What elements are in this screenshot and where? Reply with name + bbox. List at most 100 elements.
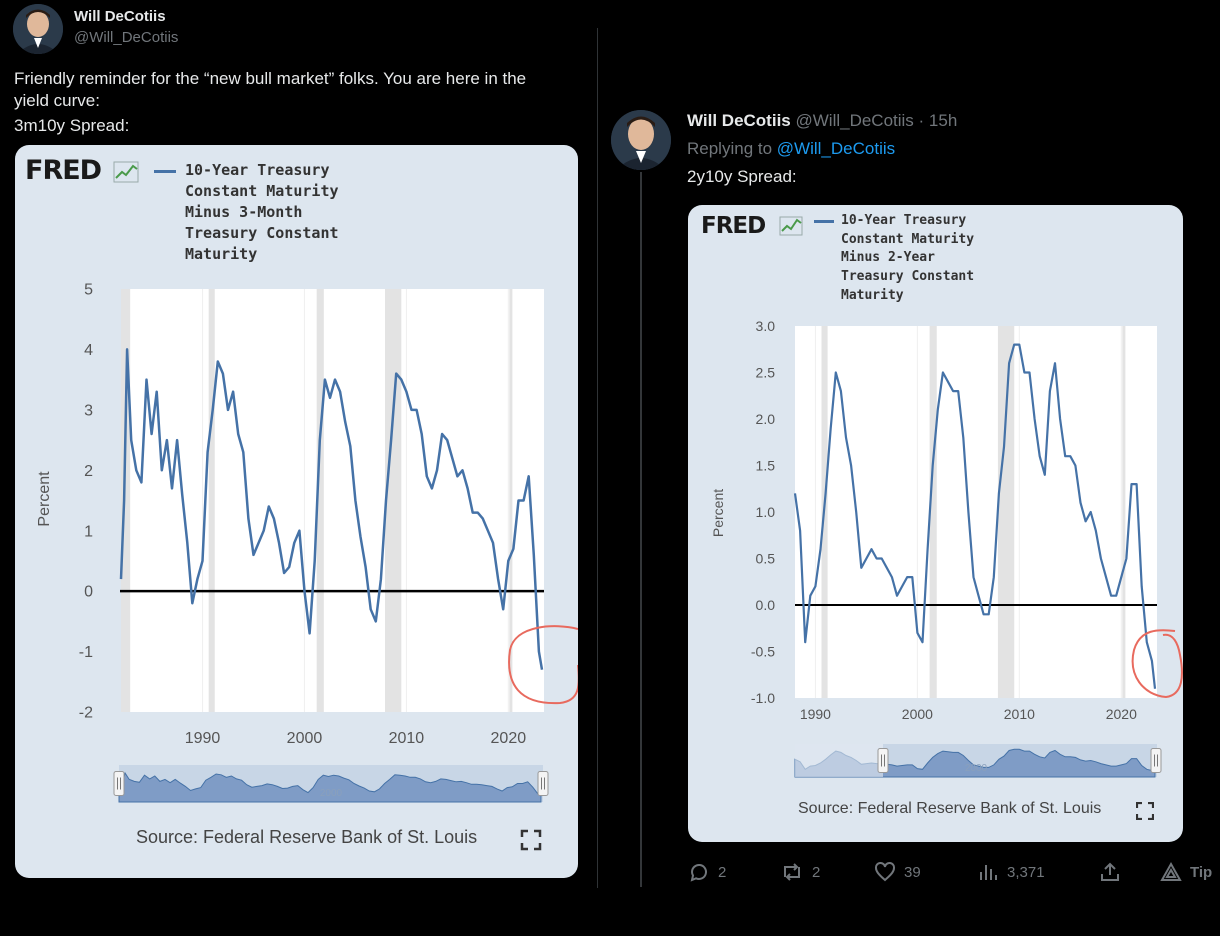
avatar-image xyxy=(13,4,63,54)
plot-area xyxy=(121,289,544,712)
series-line xyxy=(119,348,544,670)
reply-count: 2 xyxy=(718,863,727,881)
like-button[interactable]: 39 xyxy=(874,861,921,883)
legend-line4: Treasury Constant xyxy=(841,269,975,284)
views-button[interactable]: 3,371 xyxy=(977,861,1045,883)
y-tick-label: -0.5 xyxy=(751,643,775,659)
repost-icon xyxy=(784,863,800,881)
legend-line3: Minus 2-Year xyxy=(841,250,935,265)
recession-band xyxy=(997,326,1015,698)
recession-band xyxy=(208,289,215,712)
navigator-handle-left[interactable] xyxy=(877,748,889,773)
fullscreen-icon[interactable] xyxy=(520,829,542,851)
legend-line2: Constant Maturity xyxy=(841,232,975,247)
views-icon xyxy=(980,865,997,880)
like-icon xyxy=(875,861,895,882)
reply-avatar[interactable] xyxy=(611,110,671,170)
avatar[interactable] xyxy=(13,4,63,54)
recession-band xyxy=(316,289,324,712)
author-handle[interactable]: @Will_DeCotiis xyxy=(74,29,179,46)
x-tick-label: 2000 xyxy=(902,706,933,722)
navigator-handle-right[interactable] xyxy=(1150,748,1162,773)
y-tick-label: 3 xyxy=(84,402,93,419)
reply-author-name[interactable]: Will DeCotiis xyxy=(687,111,791,130)
fred-logo-icon xyxy=(779,216,803,236)
like-count: 39 xyxy=(904,863,921,881)
y-tick-label: 1.0 xyxy=(756,504,776,520)
reply-header: Will DeCotiis @Will_DeCotiis · 15h xyxy=(687,111,957,131)
y-tick-label: 1.5 xyxy=(756,457,776,473)
navigator-series xyxy=(118,771,542,803)
legend-line1: 10-Year Treasury xyxy=(185,161,330,179)
reply-author-handle[interactable]: @Will_DeCotiis xyxy=(795,111,914,130)
chart-plot[interactable]: 3.0 2.5 2.0 1.5 1.0 0.5 0.0 -0.5 -1.0 1990 2000 201… xyxy=(688,205,1183,842)
chart-plot[interactable]: 5 4 3 2 1 0 -1 -2 1990 2000 2010 2020 2000 xyxy=(15,145,578,878)
y-tick-label: -2 xyxy=(79,705,93,722)
x-tick-label: 2000 xyxy=(287,730,323,747)
reply-time[interactable]: · 15h xyxy=(918,111,958,130)
tip-button[interactable]: Tip xyxy=(1160,861,1212,883)
recession-band xyxy=(1122,326,1126,698)
x-tick-label: 2010 xyxy=(389,730,425,747)
thread-line xyxy=(640,172,642,887)
views-count: 3,371 xyxy=(1007,863,1045,881)
fred-logo-icon xyxy=(113,161,139,183)
tweet-text-line3: 3m10y Spread: xyxy=(14,116,130,135)
x-tick-label: 2010 xyxy=(1004,706,1035,722)
reply-button[interactable]: 2 xyxy=(688,861,726,883)
legend-line1: 10-Year Treasury xyxy=(841,213,967,228)
tip-label: Tip xyxy=(1190,863,1213,881)
reply-avatar-image xyxy=(611,110,671,170)
x-tick-label: 1990 xyxy=(185,730,221,747)
recession-band xyxy=(929,326,937,698)
y-tick-label: -1.0 xyxy=(751,690,775,706)
legend-line2: Constant Maturity xyxy=(185,182,339,200)
chart-source: Source: Federal Reserve Bank of St. Loui… xyxy=(136,827,478,847)
y-tick-label: 2.5 xyxy=(756,364,776,380)
tweet-text-line2: yield curve: xyxy=(14,91,100,110)
recession-band xyxy=(121,289,131,712)
legend-swatch xyxy=(814,220,834,223)
reply-text: 2y10y Spread: xyxy=(687,167,797,186)
fred-logo: FRED xyxy=(701,213,766,239)
tip-icon xyxy=(1160,861,1182,881)
navigator-handle-right[interactable] xyxy=(537,771,549,796)
legend-line4: Treasury Constant xyxy=(185,224,339,242)
navigator-label: 2000 xyxy=(965,763,988,774)
share-icon xyxy=(1101,862,1119,881)
x-tick-label: 1990 xyxy=(800,706,831,722)
y-tick-label: 5 xyxy=(84,282,93,299)
tweet-text-line1: Friendly reminder for the “new bull mark… xyxy=(14,69,527,88)
series-line xyxy=(793,343,1157,689)
recession-band xyxy=(509,289,513,712)
replying-to-handle[interactable]: @Will_DeCotiis xyxy=(776,139,896,158)
navigator-mask xyxy=(795,744,883,777)
replying-to: Replying to @Will_DeCotiis xyxy=(687,139,895,159)
repost-count: 2 xyxy=(812,863,821,881)
y-tick-label: 2 xyxy=(84,463,93,480)
fullscreen-icon[interactable] xyxy=(1136,802,1154,820)
fred-logo: FRED xyxy=(25,155,102,186)
repost-button[interactable]: 2 xyxy=(780,861,820,883)
annotation-circle xyxy=(1131,629,1183,699)
author-name[interactable]: Will DeCotiis xyxy=(74,8,166,25)
y-tick-label: -1 xyxy=(79,644,93,661)
y-tick-label: 2.0 xyxy=(756,411,776,427)
legend-line5: Maturity xyxy=(841,288,904,303)
recession-band xyxy=(384,289,402,712)
y-tick-label: 1 xyxy=(84,523,93,540)
column-divider xyxy=(597,28,598,888)
fred-chart-card-2y10y[interactable]: FRED 10-Year Treasury Constant Maturity … xyxy=(688,205,1183,842)
y-tick-label: 0 xyxy=(84,584,93,601)
plot-area xyxy=(795,326,1157,698)
navigator-handle-left[interactable] xyxy=(113,771,125,796)
chart-source: Source: Federal Reserve Bank of St. Loui… xyxy=(798,800,1102,817)
x-tick-label: 2020 xyxy=(1106,706,1137,722)
share-button[interactable] xyxy=(1099,861,1121,883)
y-tick-label: 0.0 xyxy=(756,597,776,613)
legend-swatch xyxy=(154,170,176,173)
legend-line5: Maturity xyxy=(185,245,258,263)
y-tick-label: 3.0 xyxy=(756,318,776,334)
legend-line3: Minus 3-Month xyxy=(185,203,303,221)
fred-chart-card-3m10y[interactable]: FRED 10-Year Treasury Constant Maturity … xyxy=(15,145,578,878)
